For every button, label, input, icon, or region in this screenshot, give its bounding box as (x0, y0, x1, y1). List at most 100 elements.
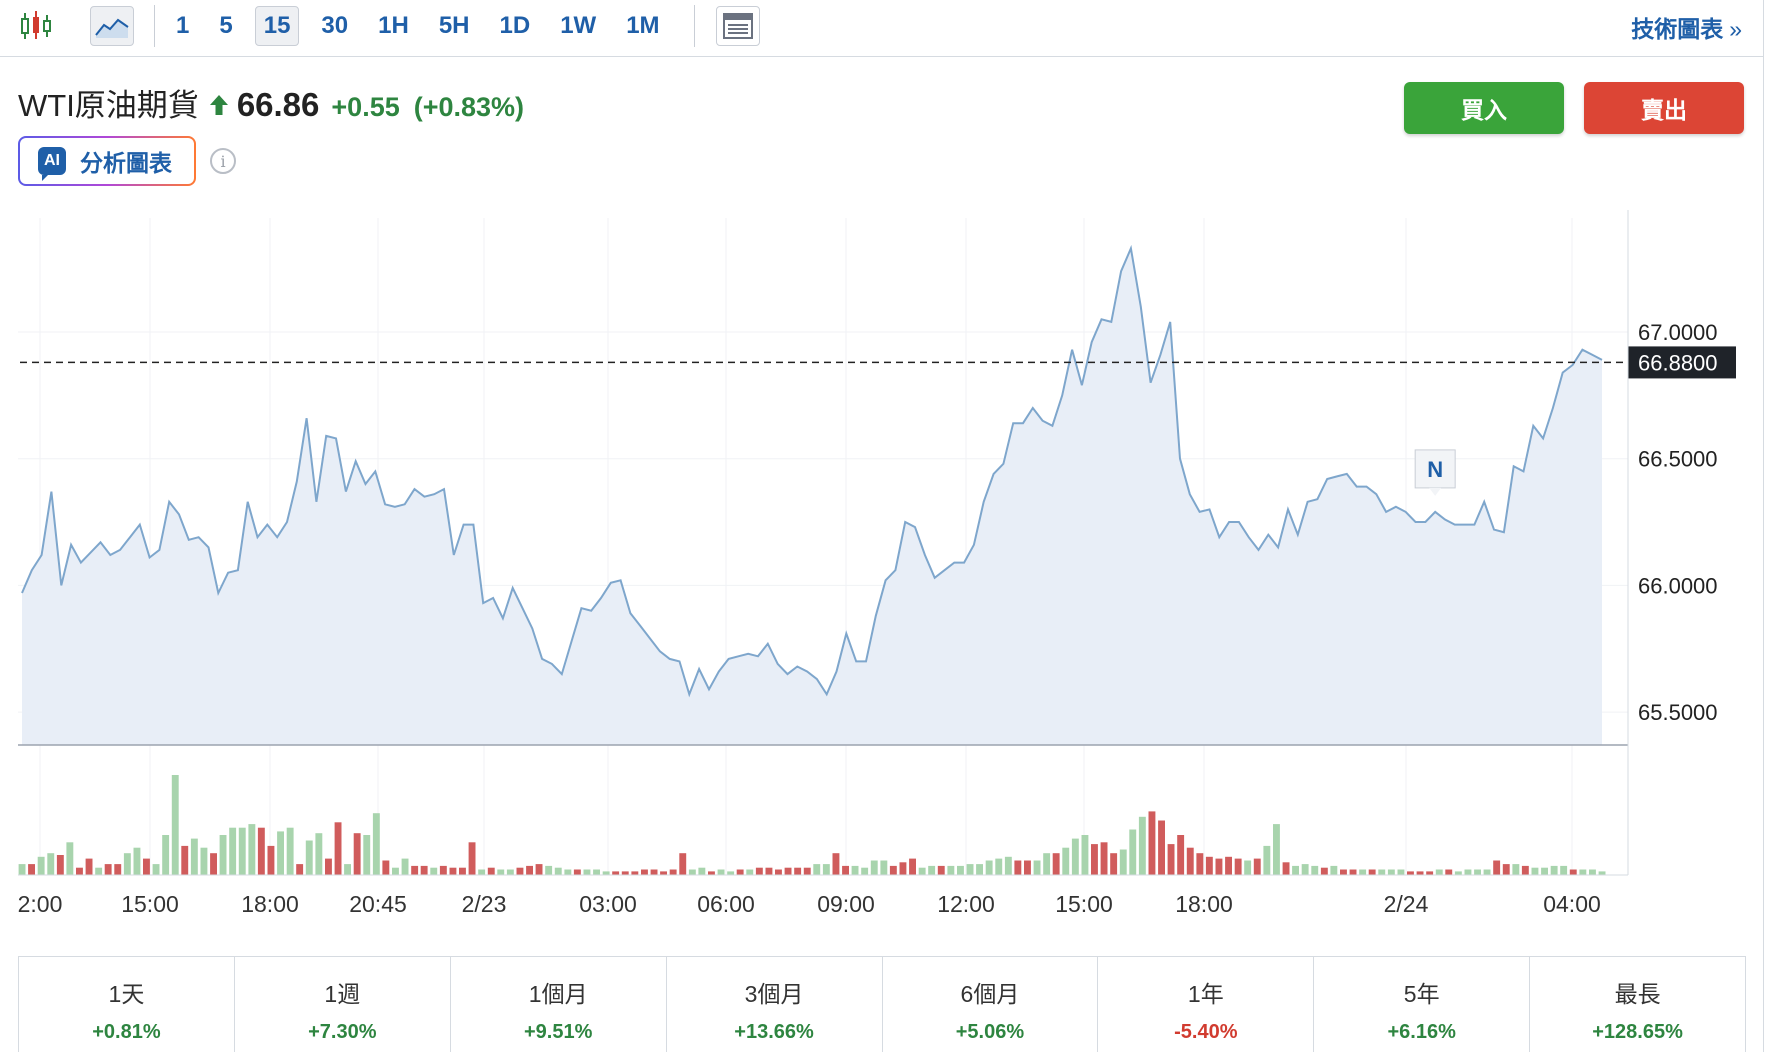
volume-bar (650, 869, 658, 875)
instrument-header: WTI原油期貨 66.86 +0.55 (+0.83%) (18, 80, 524, 125)
timeframe-30[interactable]: 30 (321, 12, 349, 39)
volume-bar (315, 833, 323, 875)
perf-cell-3m[interactable]: 3個月 +13.66% (667, 957, 883, 1052)
volume-bar (420, 865, 428, 875)
toolbar-separator (154, 5, 155, 47)
timeframe-1[interactable]: 1 (176, 12, 190, 39)
volume-bar (621, 871, 629, 875)
volume-bar (1589, 869, 1596, 875)
volume-bar (842, 865, 849, 875)
volume-bar (1273, 824, 1280, 875)
double-chevron-right-icon: » (1729, 16, 1742, 42)
timeframe-1w[interactable]: 1W (560, 12, 597, 39)
perf-period: 1年 (1187, 981, 1224, 1007)
timeframe-5[interactable]: 5 (219, 12, 233, 39)
perf-cell-1y[interactable]: 1年 -5.40% (1098, 957, 1315, 1052)
timeframe-1h[interactable]: 1H (378, 12, 409, 39)
volume-bar (286, 827, 294, 875)
volume-bar (478, 869, 486, 875)
perf-value: +7.30% (308, 1021, 377, 1043)
instrument-name: WTI原油期貨 (18, 88, 199, 123)
perf-cell-1m[interactable]: 1個月 +9.51% (451, 957, 667, 1052)
volume-bar (602, 871, 610, 875)
volume-bar (506, 869, 514, 875)
timeframe-5h[interactable]: 5H (438, 12, 470, 39)
timeframe-1m[interactable]: 1M (626, 12, 660, 39)
x-tick-label: 03:00 (579, 891, 637, 917)
volume-bar (1033, 860, 1041, 875)
info-icon[interactable]: i (210, 148, 236, 174)
perf-cell-max[interactable]: 最長 +128.65% (1530, 957, 1745, 1052)
volume-bar (439, 865, 447, 875)
perf-cell-5y[interactable]: 5年 +6.16% (1314, 957, 1531, 1052)
volume-bar (353, 833, 361, 875)
timeframe-1d[interactable]: 1D (499, 12, 531, 39)
x-tick-label: 18:00 (241, 891, 299, 917)
volume-bar (133, 847, 141, 875)
instrument-change-percent: (+0.83%) (413, 92, 525, 122)
volume-bar (717, 869, 725, 875)
ai-analysis-button[interactable]: AI 分析圖表 (18, 136, 196, 186)
volume-bar (190, 838, 198, 875)
price-area-fill (22, 248, 1602, 745)
perf-cell-6m[interactable]: 6個月 +5.06% (883, 957, 1099, 1052)
volume-bar (1407, 871, 1414, 875)
volume-bar (1579, 869, 1587, 875)
timeframe-15[interactable]: 15 (254, 6, 300, 46)
x-tick-label: 18:00 (1175, 891, 1233, 917)
perf-cell-1w[interactable]: 1週 +7.30% (235, 957, 451, 1052)
volume-bar (1397, 869, 1405, 875)
volume-bar (1359, 869, 1367, 875)
volume-bar (612, 871, 620, 875)
volume-bar (1416, 871, 1424, 875)
perf-period: 6個月 (960, 981, 1020, 1007)
current-price-label: 66.8800 (1628, 346, 1736, 379)
volume-bar (1569, 869, 1577, 875)
perf-value: +9.51% (523, 1021, 593, 1043)
volume-bar (66, 842, 74, 875)
volume-bar (47, 853, 55, 875)
volume-bar (1320, 867, 1328, 875)
price-chart[interactable]: Investing.com 67.000066.500066.000065.50… (0, 210, 1762, 940)
volume-bar (976, 864, 983, 875)
buy-button[interactable]: 買入 (1404, 82, 1564, 134)
volume-bar (219, 835, 227, 875)
volume-bar (1454, 871, 1462, 875)
volume-bar (143, 858, 150, 875)
layout-icon[interactable] (716, 6, 760, 46)
timeframe-group: 1 5 15 30 1H 5H 1D 1W 1M (168, 6, 682, 46)
volume-bar (1091, 844, 1098, 875)
volume-bar (277, 831, 284, 875)
perf-value: -5.40% (1174, 1021, 1238, 1043)
volume-bar (813, 864, 821, 875)
volume-bar (1301, 864, 1309, 875)
candlestick-icon[interactable] (16, 6, 56, 46)
perf-cell-1d[interactable]: 1天 +0.81% (19, 957, 235, 1052)
x-tick-label: 2:00 (18, 891, 63, 917)
volume-bar (1148, 811, 1156, 875)
volume-bar (1541, 867, 1548, 875)
volume-bar (1119, 849, 1127, 875)
volume-bar (803, 867, 811, 875)
volume-bar (1215, 858, 1223, 875)
volume-bar (1292, 865, 1299, 875)
volume-bar (1196, 853, 1204, 875)
volume-bar (1282, 862, 1290, 875)
volume-bar (257, 827, 265, 875)
up-arrow-icon (209, 94, 229, 116)
volume-bar (56, 855, 64, 875)
volume-bar (1311, 865, 1319, 875)
volume-bar (660, 871, 667, 875)
volume-bar (784, 867, 792, 875)
volume-bar (1349, 869, 1357, 875)
volume-bar (909, 858, 916, 875)
volume-bar (1368, 869, 1376, 875)
ai-icon: AI (38, 147, 66, 181)
technical-chart-link[interactable]: 技術圖表» (1631, 10, 1742, 44)
sell-button[interactable]: 賣出 (1584, 82, 1744, 134)
area-chart-icon[interactable] (90, 6, 134, 46)
perf-period: 5年 (1403, 981, 1440, 1007)
x-tick-label: 04:00 (1543, 891, 1601, 917)
volume-bar (1081, 835, 1089, 875)
perf-period: 3個月 (744, 981, 804, 1007)
